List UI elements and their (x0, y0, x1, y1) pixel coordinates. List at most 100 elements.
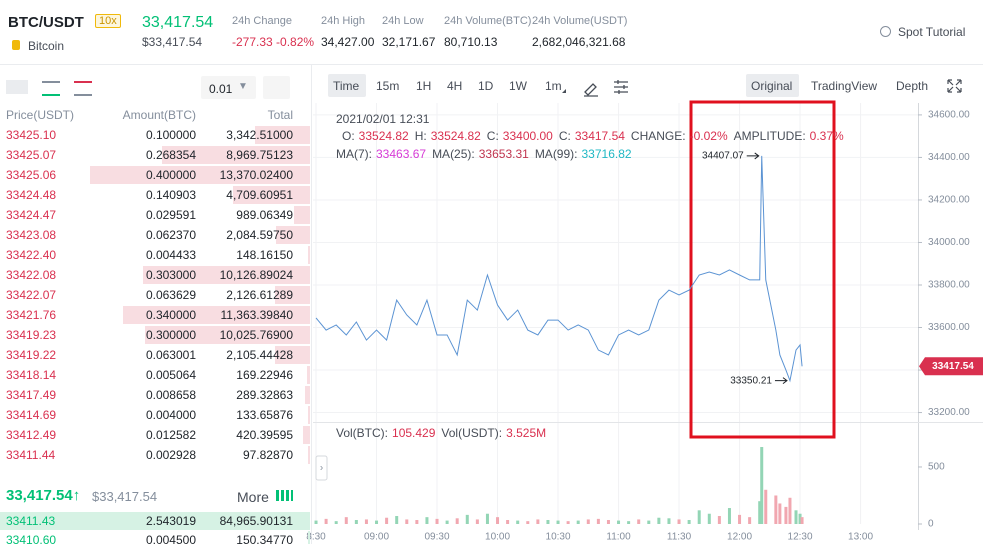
volume-bar (556, 520, 560, 524)
volume-info: Vol(BTC): 105.429 Vol(USDT): 3.525M (336, 426, 546, 440)
amount: 0.063001 (145, 348, 196, 362)
info-time: 2021/02/01 12:31 (336, 112, 430, 126)
volume-bar (758, 501, 762, 524)
depth-bar (123, 306, 310, 324)
price[interactable]: 33422.40 (6, 248, 57, 262)
price[interactable]: 33419.22 (6, 348, 57, 362)
interval-caret (562, 89, 566, 93)
collapse-button[interactable] (315, 455, 328, 481)
amount: 0.062370 (145, 228, 196, 242)
volume-bar (697, 510, 701, 524)
volume-bar (794, 510, 798, 524)
view-bids-icon[interactable] (42, 81, 60, 96)
volume-bar (526, 521, 530, 524)
book-settings[interactable] (263, 76, 290, 99)
volume-bar (354, 520, 358, 524)
tutorial-link[interactable]: Spot Tutorial (898, 25, 966, 39)
price[interactable]: 33411.43 (6, 514, 56, 528)
x-tick-label: 12:00 (727, 532, 752, 543)
price[interactable]: 33424.48 (6, 188, 57, 202)
volume-bar (546, 520, 550, 524)
volume-bar (445, 520, 449, 524)
view-both-icon[interactable] (6, 80, 28, 94)
total: 13,370.02400 (219, 168, 293, 182)
interval-button[interactable]: 1m (545, 79, 562, 93)
price[interactable]: 33412.49 (6, 428, 57, 442)
volume-bar (788, 497, 792, 524)
price[interactable]: 33418.14 (6, 368, 57, 382)
coin-icon (12, 40, 20, 50)
info-label: O: (342, 129, 355, 143)
volume-bar (717, 516, 721, 524)
price[interactable]: 33421.76 (6, 308, 57, 322)
interval-button[interactable]: 1H (416, 79, 432, 93)
last-price: 33,417.54↑ (6, 487, 81, 504)
volume-bar (617, 520, 621, 524)
info-value: 33400.00 (502, 129, 553, 143)
price[interactable]: 33422.07 (6, 288, 57, 302)
volume-bar (707, 513, 711, 524)
amount: 0.004500 (145, 533, 196, 544)
volume-bar (324, 518, 328, 524)
price[interactable]: 33425.07 (6, 148, 57, 162)
view-button[interactable]: TradingView (811, 79, 878, 93)
volume-bar (677, 519, 681, 524)
price[interactable]: 33414.69 (6, 408, 57, 422)
volume-bar (475, 519, 479, 524)
interval-button[interactable]: 4H (447, 79, 463, 93)
interval-button[interactable]: 1D (478, 79, 494, 93)
depth-bar (293, 206, 310, 224)
total: 148.16150 (236, 248, 293, 262)
price[interactable]: 33417.49 (6, 388, 57, 402)
ma-value: 33653.31 (478, 147, 529, 161)
interval-button[interactable]: 1W (509, 79, 527, 93)
settings-icon[interactable] (614, 80, 628, 94)
volume-bar (415, 520, 419, 524)
step-caret: ▼ (238, 81, 248, 92)
price[interactable]: 33419.23 (6, 328, 57, 342)
volume-bar (576, 520, 580, 524)
total: 97.82870 (242, 448, 293, 462)
volume-bar (344, 517, 348, 524)
step-select[interactable] (201, 76, 256, 99)
interval-button[interactable]: 15m (376, 79, 400, 93)
coin-name: Bitcoin (28, 39, 65, 53)
volume-bar (778, 503, 782, 524)
price[interactable]: 33423.08 (6, 228, 57, 242)
price[interactable]: 33411.44 (6, 448, 56, 462)
total: 10,025.76900 (219, 328, 293, 342)
view-asks-icon[interactable] (74, 81, 92, 96)
active-interval-bg (328, 74, 366, 97)
amount: 0.400000 (145, 168, 196, 182)
x-tick-label: 13:00 (848, 532, 873, 543)
volume-bar (586, 519, 590, 524)
amount: 0.268354 (145, 148, 196, 162)
volume-bar (727, 508, 731, 524)
price[interactable]: 33425.10 (6, 128, 57, 142)
volume-bar (425, 517, 429, 524)
price[interactable]: 33425.06 (6, 168, 57, 182)
volume-bar (657, 517, 661, 524)
interval-button[interactable]: Time (333, 79, 360, 93)
chart-info: 2021/02/01 12:31 O: 33524.82 H: 33524.82 C: 3… (336, 111, 896, 145)
volume-bar (455, 518, 459, 524)
view-button[interactable]: Original (751, 79, 793, 93)
draw-icon[interactable] (584, 83, 598, 97)
view-button[interactable]: Depth (896, 79, 929, 93)
header-price: 33,417.54 (142, 14, 214, 31)
ma-line: MA(7): 33463.67 MA(25): 33653.31 MA(99): 3371… (336, 147, 632, 161)
info-label: C: (486, 129, 499, 143)
fullscreen-icon[interactable] (947, 79, 962, 93)
annotation-label: 33350.21 (730, 375, 772, 386)
price[interactable]: 33424.47 (6, 208, 57, 222)
price[interactable]: 33410.60 (6, 533, 57, 544)
price[interactable]: 33422.08 (6, 268, 57, 282)
total: 2,105.44428 (226, 348, 293, 362)
volume-bar (637, 519, 641, 524)
total: 289.32863 (236, 388, 293, 402)
column-header: Total (267, 108, 293, 122)
x-tick-label: 8:30 (306, 532, 326, 543)
more-link[interactable]: More (237, 489, 269, 505)
amount: 0.002928 (145, 448, 196, 462)
amount: 0.100000 (145, 128, 196, 142)
